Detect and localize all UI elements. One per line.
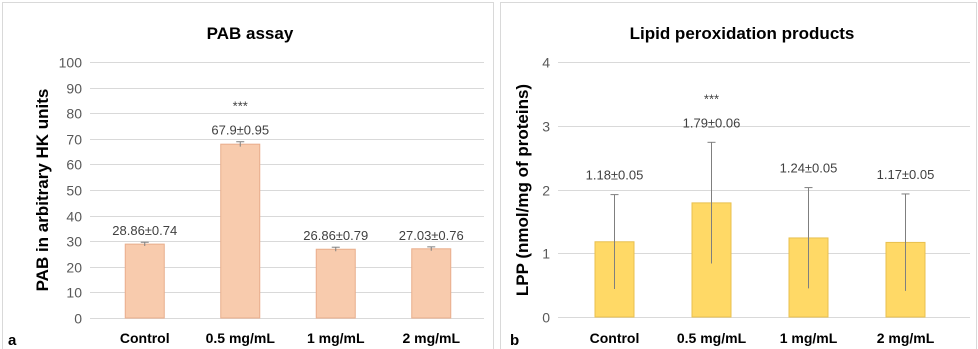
panel-a: PAB assay PAB in arbitrary HK units a 0 1… xyxy=(2,2,494,349)
panel-a-category-label-0-5-mg-ml: 0.5 mg/mL xyxy=(206,330,276,346)
panel-b-category-label-2-mg-ml: 2 mg/mL xyxy=(877,330,935,346)
panel-a-bar-control xyxy=(124,243,165,319)
panel-b-data-label-0-5-mg-ml: 1.79±0.06 xyxy=(683,115,741,130)
panel-a-plot: 0 10 20 30 40 50 60 70 80 90 100 28.86±0.74 Control 6… xyxy=(59,55,484,346)
panel-a-data-label-2-mg-ml: 27.03±0.76 xyxy=(399,228,464,243)
panel-b-category-label-1-mg-ml: 1 mg/mL xyxy=(780,330,838,346)
panel-a-letter: a xyxy=(8,332,17,349)
panel-a-title: PAB assay xyxy=(207,24,294,43)
panel-b-y-axis-title: LPP (nmol/mg of proteins) xyxy=(513,84,532,296)
panel-a-y-tick-label: 20 xyxy=(66,260,82,276)
panel-b-data-label-2-mg-ml: 1.17±0.05 xyxy=(877,167,935,182)
panel-a-y-tick-label: 10 xyxy=(66,285,82,301)
panel-a-y-tick-label: 60 xyxy=(66,157,82,173)
panel-a-y-tick-label: 40 xyxy=(66,209,82,225)
panel-a-category-label-2-mg-ml: 2 mg/mL xyxy=(402,330,460,346)
panel-a-y-tick-label: 80 xyxy=(66,106,82,122)
panel-b-y-tick-label: 3 xyxy=(542,119,550,135)
panel-a-bar-1-mg-ml xyxy=(315,248,356,319)
panel-a-y-tick-label: 50 xyxy=(66,183,82,199)
panel-b-y-tick-label: 1 xyxy=(542,246,550,262)
panel-a-category-label-control: Control xyxy=(120,330,170,346)
panel-a-bar-0-5-mg-ml xyxy=(220,143,261,319)
panel-a-data-label-0-5-mg-ml: 67.9±0.95 xyxy=(211,123,269,138)
panel-b-data-label-control: 1.18±0.05 xyxy=(586,168,644,183)
panel-a-bar-2-mg-ml xyxy=(411,248,452,319)
panel-a-category-label-1-mg-ml: 1 mg/mL xyxy=(307,330,365,346)
panel-a-data-label-control: 28.86±0.74 xyxy=(112,223,177,238)
panel-b-y-tick-label: 2 xyxy=(542,183,550,199)
panel-b-y-tick-label: 4 xyxy=(542,55,550,71)
panel-a-y-tick-label: 30 xyxy=(66,234,82,250)
panel-b: Lipid peroxidation products LPP (nmol/mg… xyxy=(500,2,977,349)
panel-a-y-tick-label: 100 xyxy=(59,55,83,71)
panel-b-letter: b xyxy=(510,332,519,349)
panel-b-significance-0-5-mg-ml: *** xyxy=(704,91,719,106)
panel-a-data-label-1-mg-ml: 26.86±0.79 xyxy=(303,228,368,243)
panel-a-y-tick-label: 0 xyxy=(74,311,82,327)
panel-a-significance-0-5-mg-ml: *** xyxy=(233,99,248,114)
panel-b-data-label-1-mg-ml: 1.24±0.05 xyxy=(780,161,838,176)
panel-a-y-tick-label: 70 xyxy=(66,132,82,148)
panel-b-plot: 0 1 2 3 4 1.18±0.05 Control 1.79±0.06 *** 0.5 mg/… xyxy=(542,55,970,346)
panel-b-title: Lipid peroxidation products xyxy=(630,24,855,43)
panel-b-category-label-0-5-mg-ml: 0.5 mg/mL xyxy=(677,330,747,346)
panel-a-y-tick-label: 90 xyxy=(66,81,82,97)
panel-b-category-label-control: Control xyxy=(590,330,640,346)
panel-b-y-tick-label: 0 xyxy=(542,310,550,326)
panel-a-y-axis-title: PAB in arbitrary HK units xyxy=(33,89,52,292)
